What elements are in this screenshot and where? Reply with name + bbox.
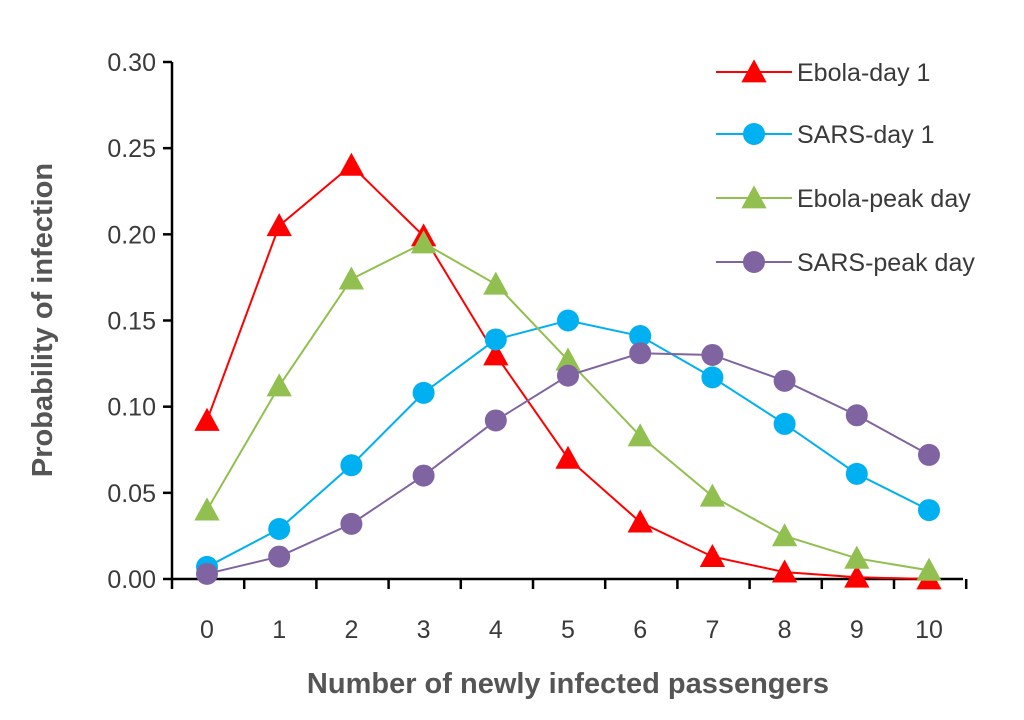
data-point — [701, 343, 724, 366]
data-point — [699, 543, 726, 567]
data-point — [557, 364, 579, 387]
data-point — [845, 404, 868, 427]
data-point — [340, 512, 363, 535]
data-point — [338, 266, 365, 290]
legend: Ebola-day 1 SARS-day 1 Ebola-peak day SARS-… — [716, 59, 975, 277]
data-point — [845, 462, 868, 485]
x-tick-label: 8 — [778, 616, 792, 644]
data-point — [627, 423, 653, 447]
data-point — [483, 342, 509, 366]
data-point — [555, 347, 581, 371]
data-point — [483, 271, 509, 295]
data-point — [266, 213, 292, 237]
x-tick-label: 7 — [705, 616, 719, 644]
x-tick-label: 6 — [633, 616, 647, 644]
x-tick-label: 2 — [344, 616, 358, 644]
data-point — [918, 499, 940, 522]
data-point — [557, 309, 579, 332]
legend-label: SARS-peak day — [797, 249, 975, 277]
series-line — [206, 241, 930, 572]
data-point — [484, 409, 507, 432]
legend-item: SARS-peak day — [716, 249, 975, 277]
y-tick-label: 0.00 — [107, 566, 156, 594]
legend-marker — [741, 185, 767, 209]
data-point — [268, 518, 291, 541]
data-point — [412, 381, 435, 404]
x-tick-label: 0 — [200, 616, 214, 644]
x-tick-label: 9 — [850, 616, 864, 644]
series-sars-peak-day — [196, 342, 940, 585]
data-point — [338, 152, 365, 176]
data-point — [196, 562, 218, 585]
series-sars-day-1 — [196, 309, 940, 578]
x-tick-label: 3 — [417, 616, 431, 644]
series-layer — [194, 152, 942, 590]
data-point — [266, 373, 292, 397]
y-axis-title: Probability of infection — [27, 163, 59, 477]
series-ebola-day-1 — [194, 152, 942, 590]
legend-item: SARS-day 1 — [716, 121, 935, 149]
data-point — [268, 545, 291, 568]
legend-item: Ebola-day 1 — [716, 59, 930, 87]
series-ebola-peak-day — [194, 230, 942, 581]
data-point — [412, 464, 435, 487]
legend-label: Ebola-peak day — [797, 185, 971, 213]
y-tick-label: 0.20 — [107, 221, 156, 249]
data-point — [844, 564, 870, 588]
data-point — [194, 497, 220, 521]
data-point — [918, 443, 940, 466]
data-point — [773, 369, 796, 392]
data-point — [844, 545, 870, 569]
x-tick-label: 1 — [272, 616, 286, 644]
data-point — [484, 328, 507, 351]
legend-label: SARS-day 1 — [797, 121, 935, 149]
x-axis-title: Number of newly infected passengers — [307, 668, 829, 700]
y-tick-label: 0.15 — [107, 308, 156, 336]
legend-marker — [743, 123, 765, 145]
y-tick-label: 0.10 — [107, 394, 156, 422]
data-point — [629, 342, 652, 365]
data-point — [701, 366, 724, 389]
data-point — [629, 325, 652, 348]
y-tick-label: 0.25 — [107, 135, 156, 163]
data-point — [555, 445, 581, 469]
y-axis: 0.00 0.05 0.10 0.15 0.20 0.25 0.30 — [107, 49, 174, 594]
legend-marker — [741, 59, 767, 83]
data-point — [410, 230, 437, 254]
data-point — [699, 483, 726, 507]
data-point — [773, 412, 796, 435]
legend-item: Ebola-peak day — [716, 185, 971, 213]
data-point — [916, 557, 942, 581]
legend-label: Ebola-day 1 — [797, 59, 930, 87]
data-point — [340, 454, 363, 477]
x-tick-label: 10 — [915, 616, 943, 644]
x-axis: 0 1 2 3 4 5 6 7 8 9 10 — [170, 577, 968, 644]
y-tick-label: 0.05 — [107, 480, 156, 508]
legend-marker — [743, 251, 765, 273]
y-tick-label: 0.30 — [107, 49, 156, 77]
x-tick-label: 5 — [561, 616, 575, 644]
data-point — [627, 509, 653, 533]
data-point — [194, 407, 220, 431]
x-tick-label: 4 — [489, 616, 503, 644]
data-point — [771, 559, 798, 583]
data-point — [771, 523, 798, 547]
